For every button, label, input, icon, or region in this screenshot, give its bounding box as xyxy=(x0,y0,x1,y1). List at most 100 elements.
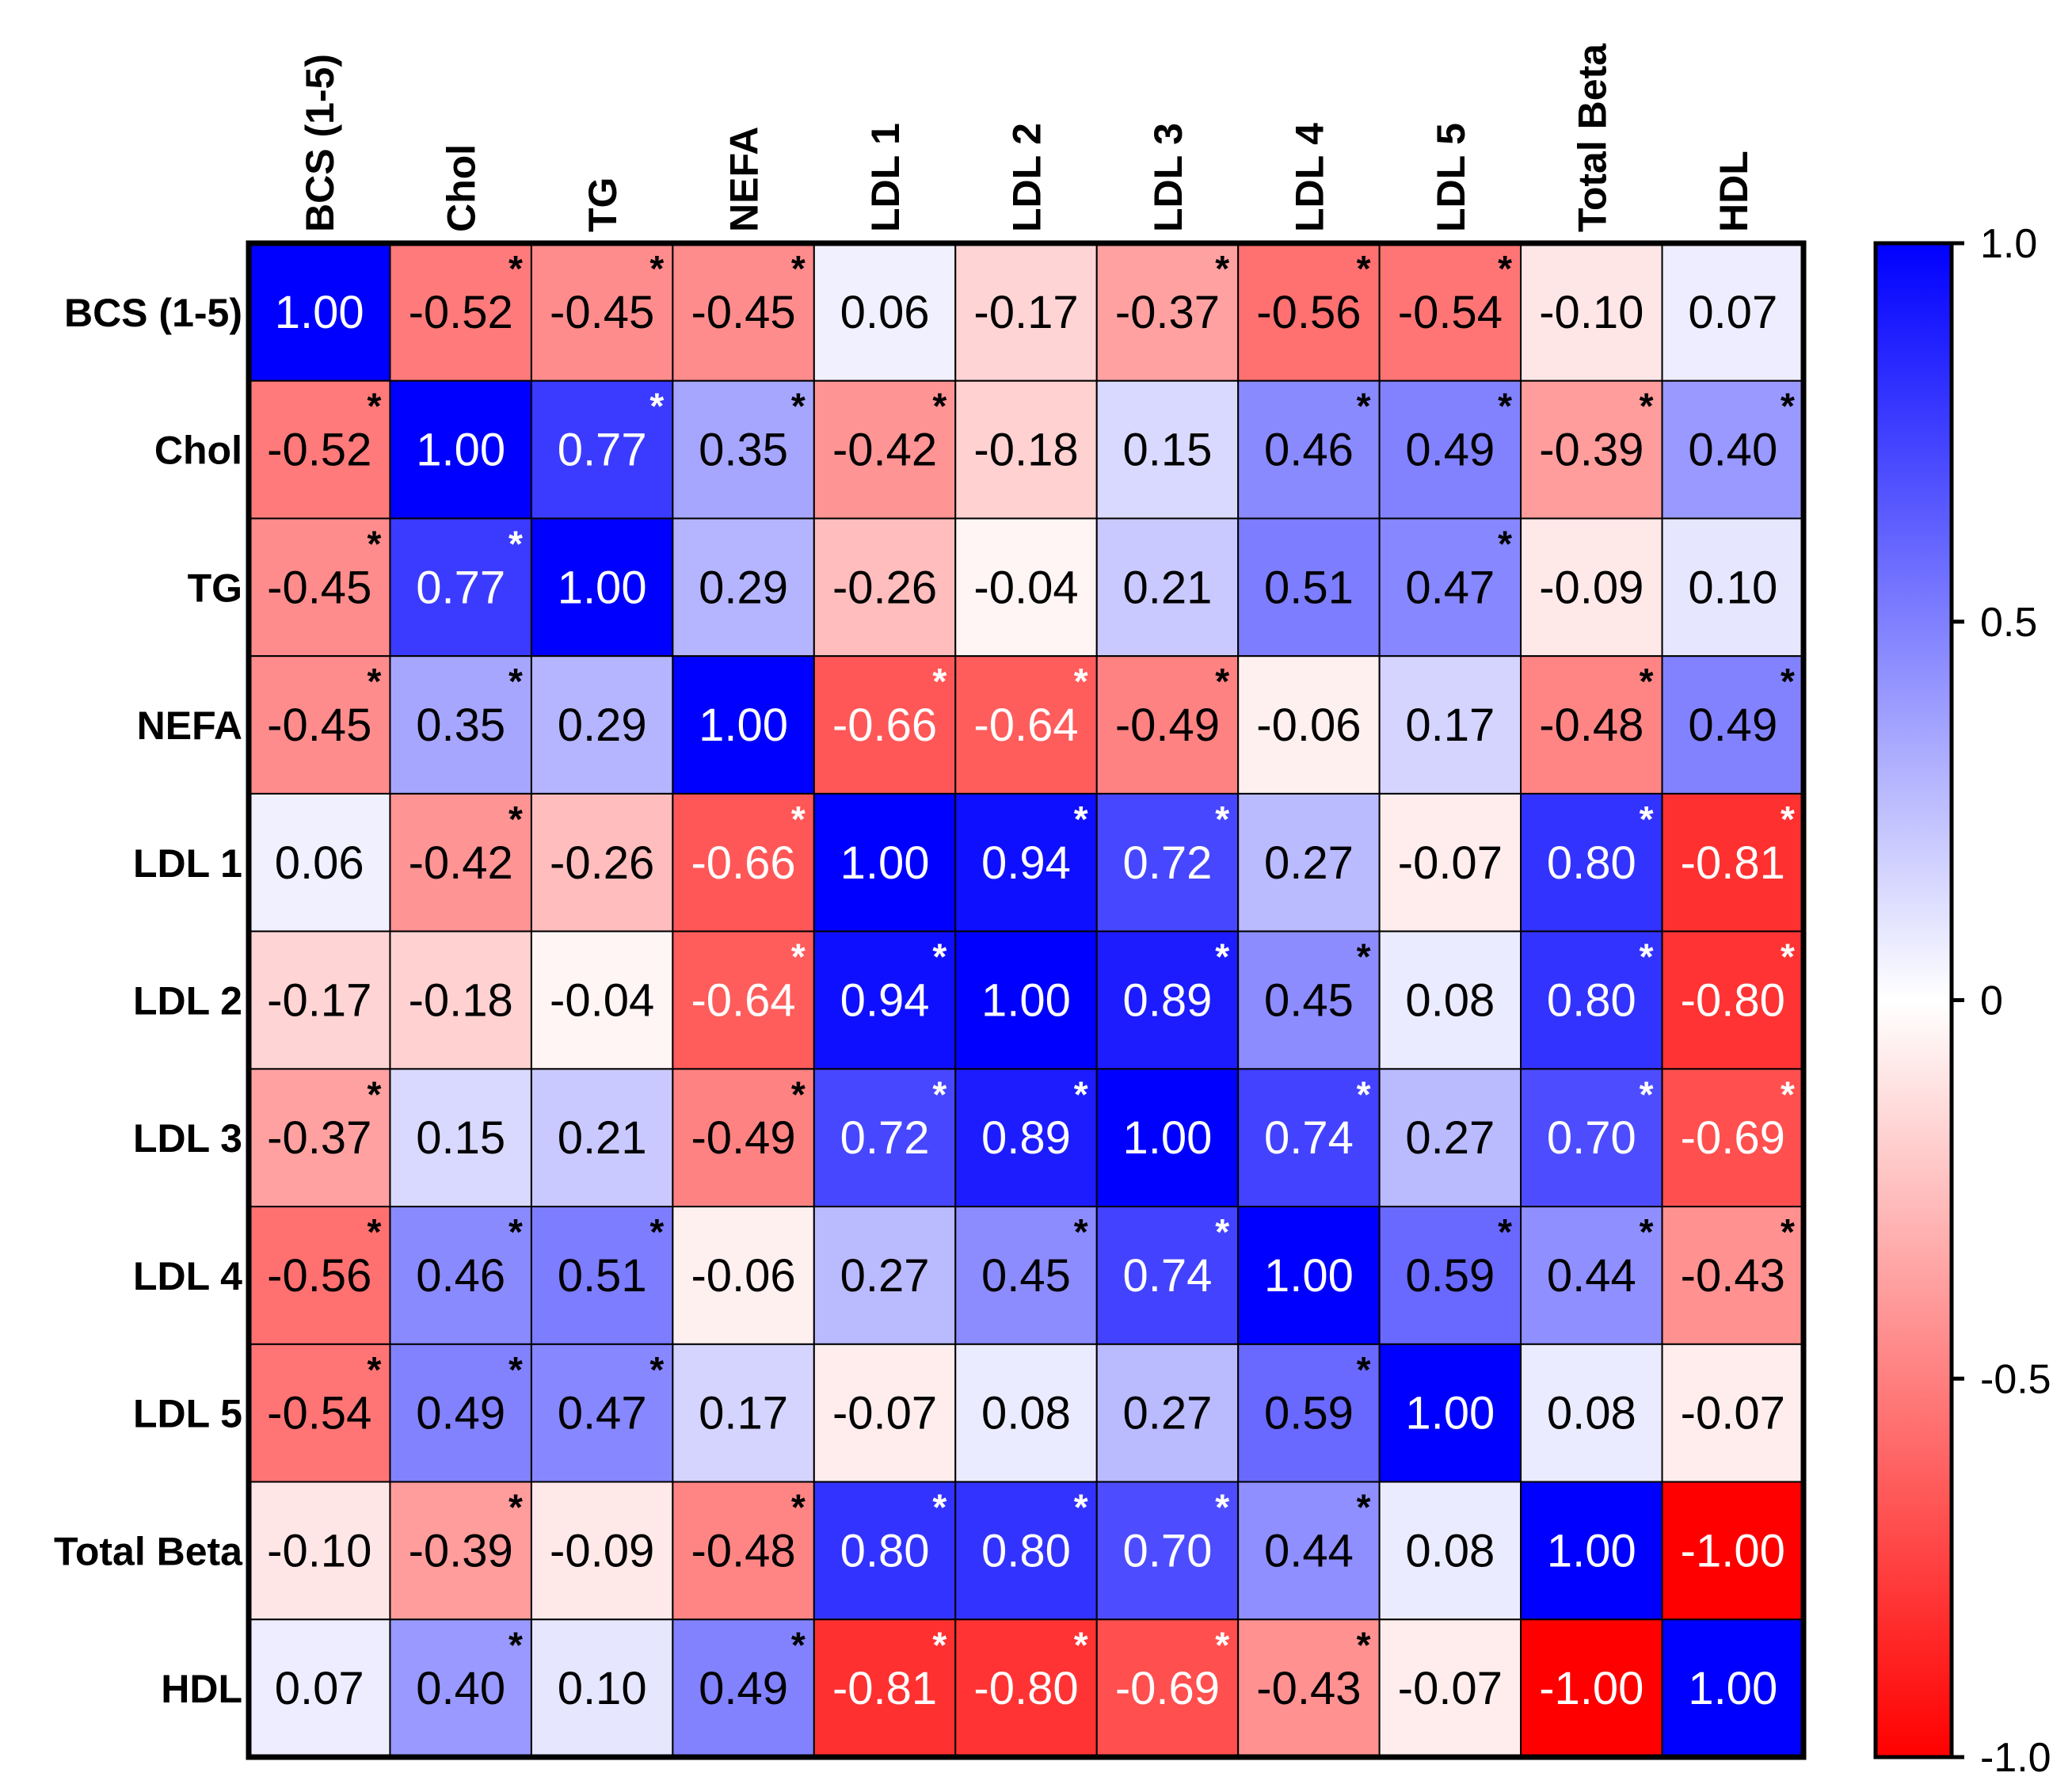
significance-marker: * xyxy=(649,1211,664,1252)
heatmap-cell: 1.00 xyxy=(1095,1068,1240,1208)
cell-ldl-4-hdl xyxy=(1661,1206,1804,1345)
significance-marker: * xyxy=(1074,1073,1088,1115)
significance-marker: * xyxy=(1215,799,1229,840)
colorbar-tick-label: 0 xyxy=(1980,978,2003,1024)
cell-value: 0.10 xyxy=(558,1663,647,1714)
column-label-nefa: NEFA xyxy=(722,127,767,232)
cell-ldl-5-ldl-4 xyxy=(1237,1343,1381,1483)
cell-tg-ldl-2 xyxy=(954,517,1098,658)
cell-hdl-ldl-1 xyxy=(813,1618,957,1758)
cell-ldl-1-bcs-1-5 xyxy=(248,792,391,932)
heatmap-cell: 0.47* xyxy=(1378,517,1522,658)
cell-chol-ldl-1 xyxy=(813,379,957,520)
heatmap-cell: 0.08 xyxy=(1520,1343,1663,1483)
cell-chol-hdl xyxy=(1661,379,1804,520)
row-label-ldl-4: LDL 4 xyxy=(133,1254,242,1298)
colorbar-ticks: 1.0 0.5 0 -0.5 -1.0 xyxy=(1952,221,2051,1781)
significance-marker: * xyxy=(508,248,523,289)
significance-marker: * xyxy=(932,936,946,978)
column-label-chol: Chol xyxy=(440,144,484,232)
significance-marker: * xyxy=(508,523,523,564)
cell-value: -0.10 xyxy=(1539,287,1644,338)
cell-value: 0.06 xyxy=(840,287,930,338)
cell-nefa-ldl-1 xyxy=(813,655,957,795)
cell-chol-ldl-3 xyxy=(1095,379,1240,520)
heatmap-cell: 0.10 xyxy=(1661,517,1804,658)
heatmap-cell: 0.49* xyxy=(389,1343,532,1483)
heatmap-cell: 0.49* xyxy=(1378,379,1522,520)
cell-tg-ldl-5 xyxy=(1378,517,1522,658)
significance-marker: * xyxy=(1781,1073,1795,1115)
cell-value: -0.26 xyxy=(550,837,654,889)
significance-marker: * xyxy=(932,386,946,427)
significance-marker: * xyxy=(368,523,382,564)
significance-marker: * xyxy=(1215,936,1229,978)
cell-value: -0.17 xyxy=(973,287,1078,338)
heatmap-cell: -0.56* xyxy=(1237,242,1381,382)
heatmap-cell: -0.45* xyxy=(248,517,391,658)
heatmap-cell: 0.06 xyxy=(813,242,957,382)
column-label-hdl: HDL xyxy=(1712,151,1756,232)
heatmap-cell: 0.27 xyxy=(813,1206,957,1345)
cell-value: 0.08 xyxy=(1547,1388,1636,1439)
heatmap-cell: 0.70* xyxy=(1095,1481,1240,1621)
significance-marker: * xyxy=(1357,1073,1371,1115)
significance-marker: * xyxy=(649,1349,664,1390)
heatmap-cell: -0.66* xyxy=(813,655,957,795)
heatmap-cell: -0.42* xyxy=(813,379,957,520)
heatmap-cell: -0.54* xyxy=(248,1343,391,1483)
cell-value: -0.52 xyxy=(409,287,513,338)
cell-ldl-2-ldl-5 xyxy=(1378,930,1522,1070)
cell-value: 0.35 xyxy=(699,425,788,476)
cell-value: -0.56 xyxy=(1256,287,1361,338)
heatmap-cell: 0.08 xyxy=(1378,1481,1522,1621)
heatmap-cell: 0.35* xyxy=(672,379,815,520)
cell-value: 0.10 xyxy=(1688,562,1777,613)
heatmap-cell: 0.27 xyxy=(1095,1343,1240,1483)
cell-value: 0.51 xyxy=(558,1250,647,1302)
heatmap-cell: 0.46* xyxy=(1237,379,1381,520)
heatmap-cell: 0.07 xyxy=(1661,242,1804,382)
cell-value: 1.00 xyxy=(1547,1525,1636,1576)
heatmap-cell: -0.07 xyxy=(1378,792,1522,932)
cell-hdl-tg xyxy=(530,1618,674,1758)
significance-marker: * xyxy=(1074,1211,1088,1252)
heatmap-cell: -0.06 xyxy=(672,1206,815,1345)
heatmap-cell: 0.51* xyxy=(530,1206,674,1345)
heatmap-cell: -0.07 xyxy=(1661,1343,1804,1483)
row-label-chol: Chol xyxy=(154,429,242,473)
cell-value: -0.43 xyxy=(1256,1663,1361,1714)
significance-marker: * xyxy=(791,1073,806,1115)
cell-ldl-3-hdl xyxy=(1661,1068,1804,1208)
cell-hdl-chol xyxy=(389,1618,532,1758)
heatmap-cell: 0.72* xyxy=(1095,792,1240,932)
significance-marker: * xyxy=(1215,1487,1229,1528)
cell-value: 0.27 xyxy=(1123,1388,1213,1439)
cell-ldl-1-nefa xyxy=(672,792,815,932)
heatmap-cell: 0.44* xyxy=(1237,1481,1381,1621)
cell-value: 0.15 xyxy=(416,1112,505,1164)
cell-value: -0.56 xyxy=(267,1250,371,1302)
significance-marker: * xyxy=(1640,936,1654,978)
heatmap-cell: 0.15 xyxy=(389,1068,532,1208)
heatmap-cell: -0.04 xyxy=(530,930,674,1070)
cell-value: -0.17 xyxy=(267,975,371,1027)
cell-ldl-1-ldl-3 xyxy=(1095,792,1240,932)
cell-ldl-5-ldl-2 xyxy=(954,1343,1098,1483)
cell-ldl-5-nefa xyxy=(672,1343,815,1483)
cell-bcs-1-5-total-beta xyxy=(1520,242,1663,382)
row-labels: BCS (1-5) Chol TG NEFA LDL 1 LDL 2 LDL 3 LDL 4 L… xyxy=(54,291,243,1711)
cell-value: 0.35 xyxy=(416,700,505,751)
significance-marker: * xyxy=(1781,661,1795,702)
colorbar-tick-label: 0.5 xyxy=(1980,600,2037,646)
cell-value: -0.45 xyxy=(267,562,371,613)
cell-ldl-5-hdl xyxy=(1661,1343,1804,1483)
cell-value: -0.66 xyxy=(691,837,795,889)
significance-marker: * xyxy=(1640,386,1654,427)
cell-value: -0.07 xyxy=(1398,837,1503,889)
heatmap-cell: -0.09 xyxy=(1520,517,1663,658)
cell-bcs-1-5-chol xyxy=(389,242,532,382)
cell-hdl-total-beta xyxy=(1520,1618,1663,1758)
cell-value: -0.06 xyxy=(691,1250,795,1302)
